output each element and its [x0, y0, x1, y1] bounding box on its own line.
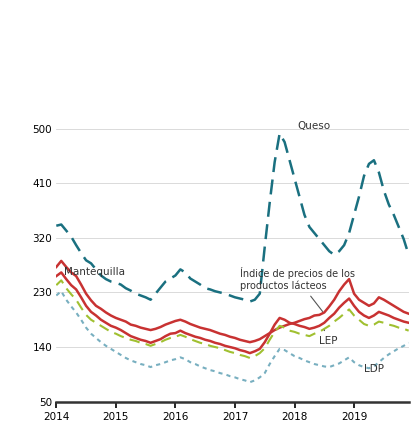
Text: LEP: LEP — [319, 330, 338, 346]
Text: LDP: LDP — [364, 365, 384, 374]
Text: Índice de precios de los
productos lácteos: Índice de precios de los productos lácte… — [240, 267, 355, 312]
Text: Mantequilla: Mantequilla — [64, 267, 125, 278]
Text: Queso: Queso — [297, 121, 330, 130]
Text: ÍNDICE DE LA FAO PARA LOS PRECIOS
INTERNACIONALES DE LOS PRODUCTOS
LÁCTEOS (2002: ÍNDICE DE LA FAO PARA LOS PRECIOS INTERN… — [13, 28, 286, 79]
